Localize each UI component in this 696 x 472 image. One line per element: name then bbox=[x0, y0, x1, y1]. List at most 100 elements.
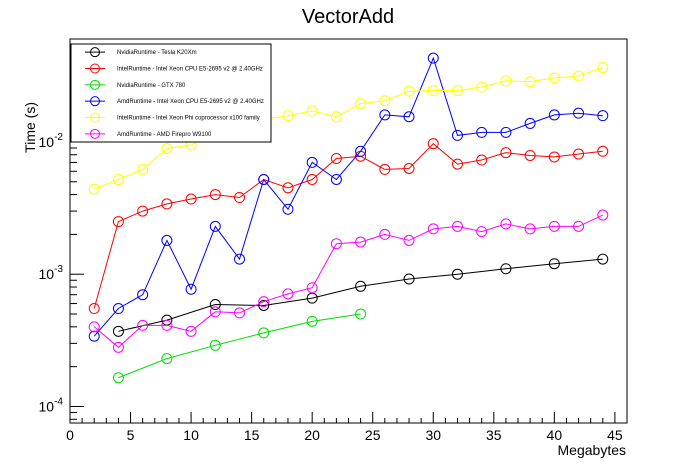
data-point bbox=[161, 234, 173, 246]
data-point bbox=[112, 325, 124, 337]
chart-title: VectorAdd bbox=[302, 6, 394, 28]
data-point bbox=[476, 126, 488, 138]
data-point bbox=[112, 216, 124, 228]
data-point bbox=[451, 84, 463, 96]
data-point bbox=[234, 307, 246, 319]
data-point bbox=[548, 220, 560, 232]
data-point bbox=[306, 282, 318, 294]
data-point bbox=[209, 306, 221, 318]
data-point bbox=[258, 173, 270, 185]
data-point bbox=[306, 173, 318, 185]
legend-item: AmdRuntime - AMD Firepro W9100 bbox=[85, 128, 212, 139]
data-point bbox=[185, 283, 197, 295]
data-point bbox=[427, 84, 439, 96]
data-point bbox=[258, 327, 270, 339]
legend-marker bbox=[90, 47, 100, 58]
data-point bbox=[597, 145, 609, 157]
data-point bbox=[548, 72, 560, 84]
series-3 bbox=[112, 308, 367, 384]
data-point bbox=[112, 173, 124, 185]
data-point bbox=[330, 173, 342, 185]
data-point bbox=[161, 198, 173, 210]
data-point bbox=[548, 151, 560, 163]
legend-label: AmdRuntime - Intel Xeon CPU E5-2695 v2 @… bbox=[117, 99, 264, 105]
data-point bbox=[403, 234, 415, 246]
x-axis-label: Megabytes bbox=[558, 442, 626, 458]
data-point bbox=[209, 339, 221, 351]
data-point bbox=[524, 117, 536, 129]
legend-item: NvidiaRuntime - Tesla K20Xm bbox=[85, 47, 197, 58]
series-layer bbox=[88, 52, 609, 384]
series-6 bbox=[88, 209, 609, 353]
series-1 bbox=[112, 253, 609, 337]
data-point bbox=[185, 193, 197, 205]
data-point bbox=[500, 263, 512, 275]
data-point bbox=[403, 111, 415, 123]
data-point bbox=[476, 81, 488, 93]
data-point bbox=[476, 154, 488, 166]
data-point bbox=[524, 149, 536, 161]
legend-label: NvidiaRuntime - Tesla K20Xm bbox=[117, 50, 197, 56]
series-line bbox=[93, 214, 604, 348]
data-point bbox=[451, 268, 463, 280]
series-line bbox=[93, 56, 603, 337]
data-point bbox=[500, 126, 512, 138]
data-point bbox=[548, 258, 560, 270]
data-point bbox=[330, 238, 342, 250]
series-line bbox=[118, 258, 603, 332]
data-point bbox=[573, 70, 585, 82]
data-point bbox=[427, 52, 439, 64]
data-point bbox=[379, 95, 391, 107]
x-tick-label: 0 bbox=[66, 427, 74, 443]
data-point bbox=[137, 289, 149, 301]
data-point bbox=[112, 303, 124, 315]
data-point bbox=[403, 273, 415, 285]
data-point bbox=[234, 192, 246, 204]
data-point bbox=[597, 253, 609, 265]
x-tick-label: 10 bbox=[183, 427, 199, 443]
data-point bbox=[597, 209, 609, 221]
data-point bbox=[112, 341, 124, 353]
legend-label: AmdRuntime - AMD Firepro W9100 bbox=[117, 132, 212, 138]
data-point bbox=[379, 163, 391, 175]
data-point bbox=[88, 303, 100, 315]
legend-marker bbox=[90, 128, 100, 139]
x-tick-label: 30 bbox=[425, 427, 441, 443]
y-tick-label: 10-3 bbox=[39, 264, 64, 282]
data-point bbox=[355, 145, 367, 157]
legend-label: IntelRuntime - Intel Xeon Phi coprocesso… bbox=[117, 116, 260, 122]
data-point bbox=[500, 147, 512, 159]
series-line bbox=[93, 143, 603, 309]
data-point bbox=[234, 253, 246, 265]
data-point bbox=[355, 308, 367, 320]
data-point bbox=[379, 109, 391, 121]
data-point bbox=[355, 236, 367, 248]
data-point bbox=[451, 158, 463, 170]
x-tick-label: 45 bbox=[607, 427, 623, 443]
data-point bbox=[282, 110, 294, 122]
legend-item: AmdRuntime - Intel Xeon CPU E5-2695 v2 @… bbox=[85, 96, 264, 107]
data-point bbox=[330, 111, 342, 123]
data-point bbox=[500, 75, 512, 87]
legend-marker bbox=[90, 79, 100, 90]
data-point bbox=[573, 107, 585, 119]
x-tick-label: 5 bbox=[127, 427, 135, 443]
legend-marker bbox=[90, 63, 100, 74]
data-point bbox=[476, 226, 488, 238]
data-point bbox=[451, 220, 463, 232]
data-point bbox=[500, 218, 512, 230]
data-point bbox=[330, 152, 342, 164]
data-point bbox=[573, 148, 585, 160]
data-point bbox=[597, 62, 609, 74]
legend-item: IntelRuntime - Intel Xeon Phi coprocesso… bbox=[85, 112, 260, 123]
legend-marker bbox=[90, 112, 100, 123]
data-point bbox=[137, 319, 149, 331]
legend-item: IntelRuntime - Intel Xeon CPU E5-2695 v2… bbox=[85, 63, 263, 74]
legend-item: NvidiaRuntime - GTX 780 bbox=[85, 79, 186, 90]
data-point bbox=[306, 105, 318, 117]
legend-box bbox=[70, 43, 272, 143]
legend-label: NvidiaRuntime - GTX 780 bbox=[117, 83, 186, 89]
data-point bbox=[355, 98, 367, 110]
